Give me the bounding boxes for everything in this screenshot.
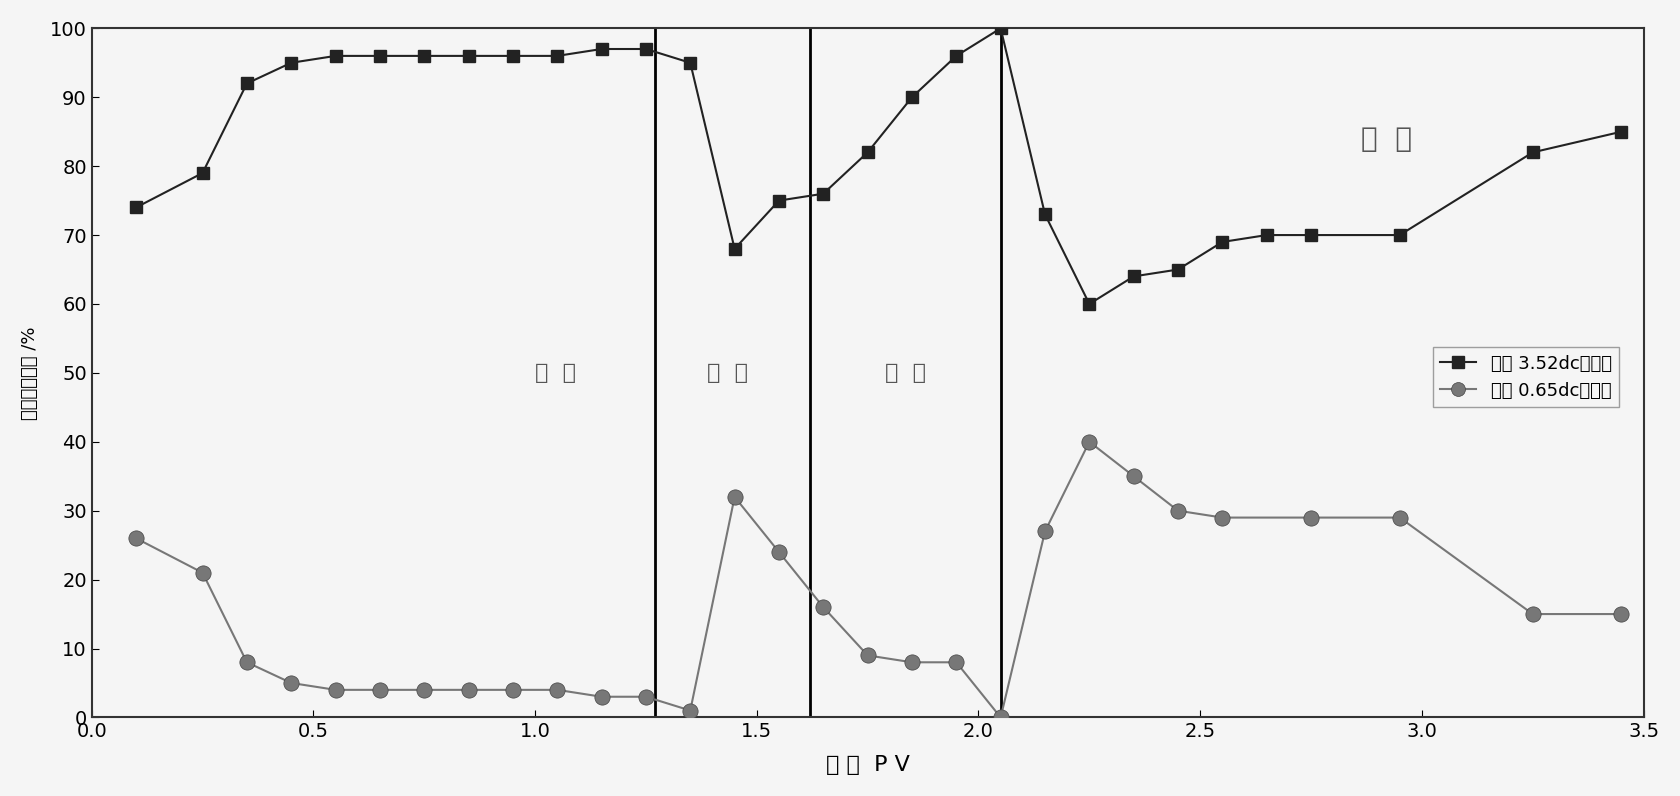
X-axis label: 注 入  P V: 注 入 P V <box>825 755 909 775</box>
Text: 注  水: 注 水 <box>707 363 749 383</box>
Y-axis label: 高低渗分流率 /%: 高低渗分流率 /% <box>20 326 39 419</box>
Text: 注  球: 注 球 <box>885 363 926 383</box>
Text: 注  聚: 注 聚 <box>534 363 576 383</box>
Legend: 高渗 3.52dc分流率, 低渗 0.65dc分流率: 高渗 3.52dc分流率, 低渗 0.65dc分流率 <box>1433 347 1620 407</box>
Text: 注  水: 注 水 <box>1361 125 1411 153</box>
